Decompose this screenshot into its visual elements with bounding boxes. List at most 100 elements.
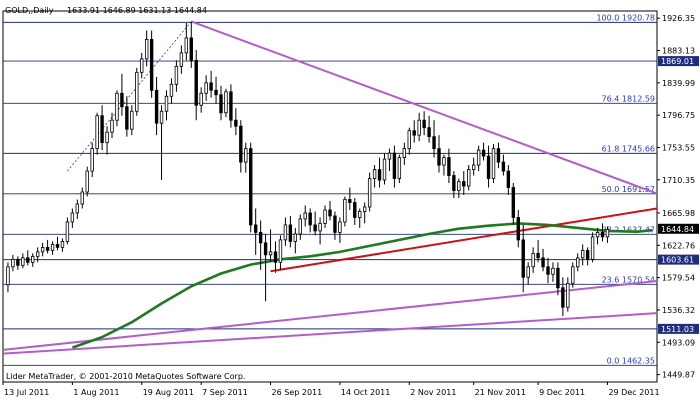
candle-down — [585, 249, 590, 260]
candle-down — [556, 267, 560, 289]
x-axis-date-label: 26 Sep 2011 — [272, 388, 323, 397]
candle-down — [288, 224, 293, 242]
candle-down — [209, 82, 213, 91]
candle-down — [432, 136, 436, 150]
candle-up — [199, 92, 203, 106]
candle-up — [576, 257, 580, 268]
price-tag-label: 1511.03 — [661, 325, 694, 334]
candle-down — [536, 252, 540, 259]
candle-down — [348, 199, 352, 203]
fib-level-label: 61.8 1745.66 — [602, 144, 655, 153]
candle-down — [447, 157, 451, 176]
candle-up — [65, 221, 70, 242]
fib-dotted-line — [67, 21, 192, 172]
candle-up — [303, 212, 307, 220]
candle-up — [402, 148, 407, 159]
candle-down — [481, 149, 486, 157]
y-axis-tick-label: 1839.99 — [662, 79, 695, 88]
copyright-notice: Lider MetaTrader, © 2001-2010 MetaQuotes… — [6, 372, 245, 381]
candle-down — [308, 212, 312, 226]
price-tag-box — [658, 323, 699, 334]
candle-up — [323, 209, 327, 224]
candle-up — [244, 148, 248, 163]
candle-down — [333, 215, 337, 233]
candle-down — [521, 239, 525, 278]
y-axis-tick-label: 1665.98 — [662, 209, 695, 218]
candle-down — [600, 232, 605, 238]
candle-up — [169, 83, 174, 97]
price-tag-label: 1869.01 — [661, 57, 694, 66]
candle-down — [516, 217, 520, 241]
candle-down — [229, 91, 233, 121]
x-axis-date-label: 7 Sep 2011 — [202, 388, 248, 397]
trend-line-support-lower — [2, 312, 658, 355]
candle-up — [571, 266, 575, 284]
candle-up — [318, 223, 322, 232]
y-axis-tick-label: 1449.87 — [662, 371, 695, 380]
candle-down — [258, 232, 263, 244]
candle-up — [31, 255, 35, 263]
candle-up — [80, 191, 84, 205]
chart-ohlc-readout: 1633.91 1646.89 1631.13 1644.84 — [67, 6, 207, 15]
candle-up — [135, 71, 139, 112]
candle-up — [491, 148, 496, 179]
candle-up — [417, 119, 421, 136]
candle-up — [85, 170, 89, 193]
candle-up — [476, 149, 481, 166]
candle-up — [362, 206, 367, 212]
candle-down — [194, 59, 198, 106]
candle-up — [50, 243, 55, 251]
fib-level-label: 38.2 1637.47 — [602, 225, 655, 234]
candle-up — [387, 152, 392, 160]
y-axis-tick-label: 1536.32 — [662, 306, 695, 315]
candle-up — [179, 52, 184, 67]
candle-up — [130, 110, 134, 130]
fib-level-label: 100.0 1920.78 — [596, 13, 655, 22]
candle-down — [561, 287, 565, 308]
candle-down — [412, 130, 416, 136]
candle-down — [427, 127, 431, 138]
candle-up — [382, 158, 387, 181]
candle-up — [526, 266, 530, 278]
candle-up — [566, 282, 570, 308]
candle-up — [580, 249, 585, 259]
y-axis-tick-label: 1622.76 — [662, 241, 695, 250]
candle-down — [462, 181, 466, 187]
candle-up — [60, 240, 65, 248]
trend-line-resistance — [190, 20, 658, 195]
candle-up — [457, 181, 461, 191]
candle-down — [328, 209, 332, 217]
candle-up — [204, 82, 208, 94]
y-axis-tick-label: 1579.54 — [662, 274, 695, 283]
candle-up — [90, 148, 94, 172]
trend-line-support-upper — [2, 280, 658, 351]
candle-up — [164, 95, 169, 112]
candle-up — [105, 131, 109, 144]
fib-level-label: 76.4 1812.59 — [602, 94, 655, 103]
candle-down — [149, 39, 154, 91]
candle-up — [144, 39, 149, 60]
candle-up — [372, 169, 377, 179]
y-axis-tick-label: 1883.13 — [662, 47, 695, 56]
x-axis-date-label: 13 Jul 2011 — [4, 388, 49, 397]
candle-up — [75, 203, 80, 214]
candle-up — [397, 157, 402, 179]
candle-down — [452, 175, 456, 191]
candle-down — [214, 89, 218, 96]
candle-down — [422, 119, 426, 129]
candle-up — [467, 169, 471, 187]
moving-average-line — [71, 222, 653, 349]
candle-up — [595, 232, 600, 238]
fib-level-label: 23.6 1570.54 — [602, 275, 655, 284]
candle-up — [442, 157, 446, 166]
y-axis-tick-label: 1796.75 — [662, 111, 695, 120]
candle-down — [546, 266, 550, 275]
candle-down — [392, 152, 397, 179]
candle-down — [154, 89, 159, 124]
fib-level-label: 50.0 1691.57 — [602, 185, 655, 194]
price-tag-label: 1603.61 — [661, 256, 694, 265]
candle-down — [541, 257, 545, 268]
y-axis-tick-label: 1710.35 — [662, 176, 695, 185]
candle-down — [501, 161, 506, 172]
plot-border — [2, 10, 658, 383]
